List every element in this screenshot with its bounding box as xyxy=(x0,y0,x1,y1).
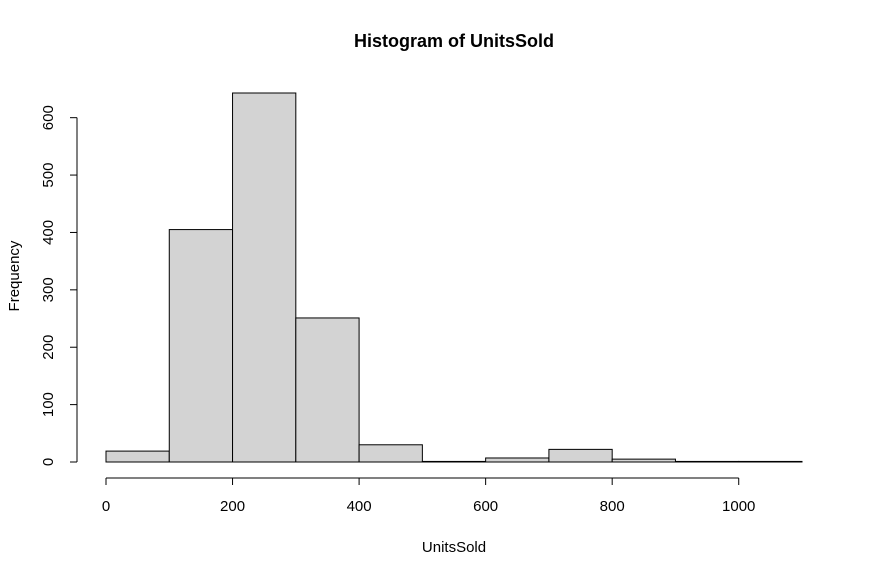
y-tick-label: 500 xyxy=(40,163,57,188)
histogram-bar xyxy=(674,460,740,463)
x-tick-label: 400 xyxy=(347,498,372,515)
histogram-bar xyxy=(485,457,550,463)
histogram-bar xyxy=(611,458,676,463)
histogram-bar xyxy=(168,229,234,463)
y-tick-label: 400 xyxy=(40,220,57,245)
histogram-bar xyxy=(358,444,423,463)
histogram-bar xyxy=(105,450,170,463)
y-tick-label: 0 xyxy=(40,458,57,466)
histogram-bar xyxy=(295,317,360,463)
x-tick-label: 200 xyxy=(220,498,245,515)
y-tick-label: 100 xyxy=(40,392,57,417)
x-tick-label: 600 xyxy=(473,498,498,515)
histogram-bar xyxy=(738,460,803,463)
y-axis: 0 100 200 300 400 500 600 xyxy=(40,105,78,466)
x-axis: 0 200 400 600 800 1000 xyxy=(102,477,755,515)
chart-title: Histogram of UnitsSold xyxy=(354,31,554,51)
histogram-bar xyxy=(232,92,297,463)
x-tick-label: 1000 xyxy=(722,498,755,515)
y-tick-label: 600 xyxy=(40,105,57,130)
x-tick-label: 800 xyxy=(600,498,625,515)
y-tick-label: 200 xyxy=(40,335,57,360)
y-tick-label: 300 xyxy=(40,277,57,302)
bars-group xyxy=(105,92,803,463)
histogram-bar xyxy=(548,448,613,463)
histogram-bar xyxy=(421,460,487,463)
x-tick-label: 0 xyxy=(102,498,110,515)
y-axis-label: Frequency xyxy=(6,240,23,311)
x-axis-label: UnitsSold xyxy=(422,539,486,556)
